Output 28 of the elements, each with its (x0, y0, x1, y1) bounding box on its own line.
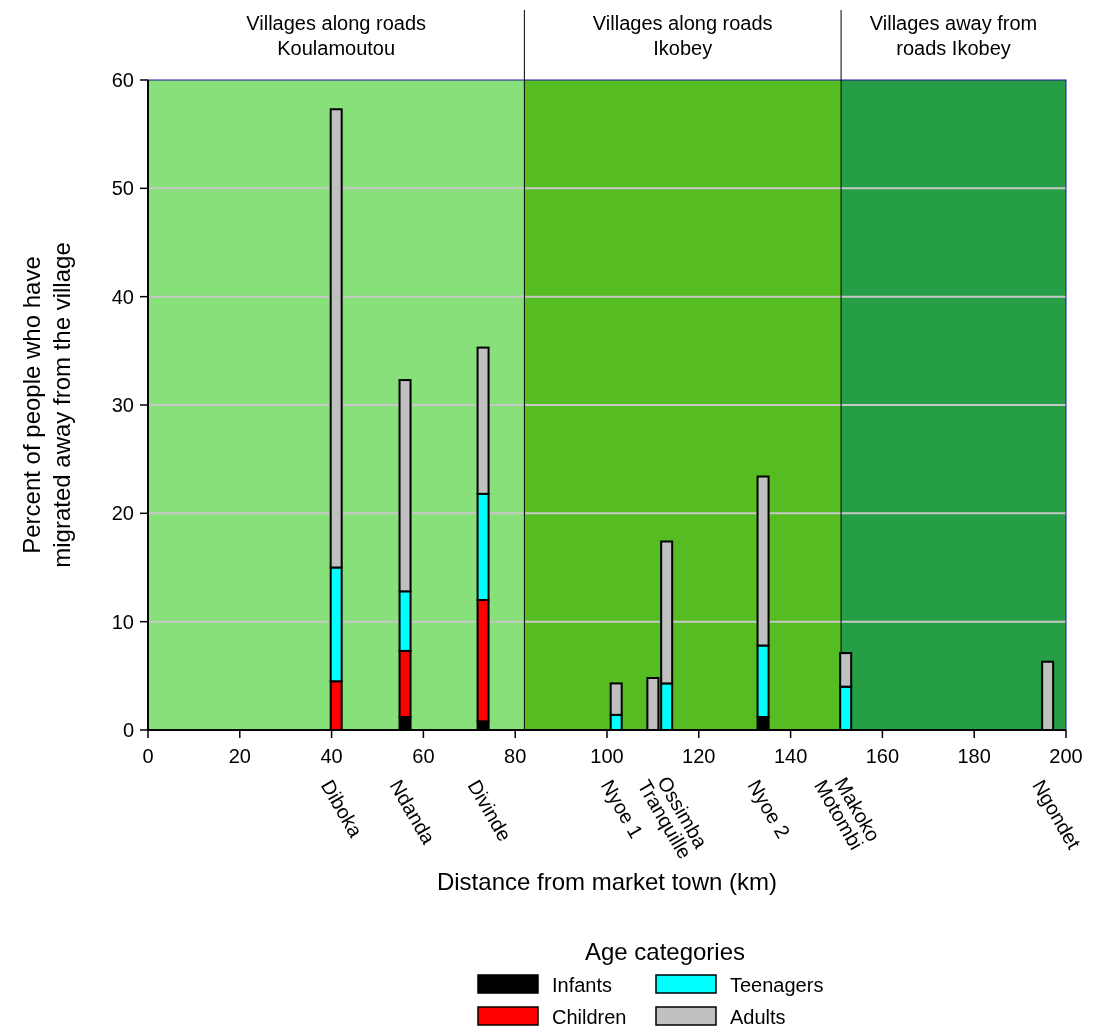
x-tick-label: 120 (682, 745, 716, 767)
y-tick-label: 20 (111, 502, 134, 525)
x-tick-label: 20 (228, 745, 251, 767)
x-tick-label: 80 (504, 745, 527, 767)
band-label: Villages along roads Koulamoutou (246, 12, 427, 59)
band-label: Villages along roads Ikobey (592, 12, 773, 59)
x-tick-label: 180 (957, 745, 991, 767)
x-tick-label: 140 (773, 745, 808, 767)
x-tick-label: 60 (412, 745, 435, 767)
y-tick-label: 30 (111, 394, 134, 416)
x-tick-label: 160 (865, 745, 900, 767)
x-tick-label: 200 (1049, 745, 1083, 767)
legend-label: Infants (552, 974, 613, 996)
y-tick-label: 10 (111, 610, 134, 633)
y-tick-label: 60 (111, 69, 134, 91)
band-label: Villages away from roads Ikobey (869, 12, 1038, 59)
legend-title: Age categories (584, 938, 746, 965)
y-axis-title: Percent of people who have migrated away from the village (18, 242, 75, 568)
y-tick-label: 0 (122, 719, 134, 741)
y-tick-label: 40 (111, 285, 134, 308)
y-tick-label: 50 (111, 177, 134, 200)
legend-label: Adults (730, 1006, 786, 1028)
x-axis-title: Distance from market town (km) (436, 868, 778, 895)
x-tick-label: 40 (320, 745, 343, 767)
x-tick-label: 100 (590, 745, 624, 767)
legend-label: Teenagers (730, 974, 824, 996)
x-tick-label: 0 (142, 745, 154, 767)
legend-label: Children (552, 1006, 627, 1028)
